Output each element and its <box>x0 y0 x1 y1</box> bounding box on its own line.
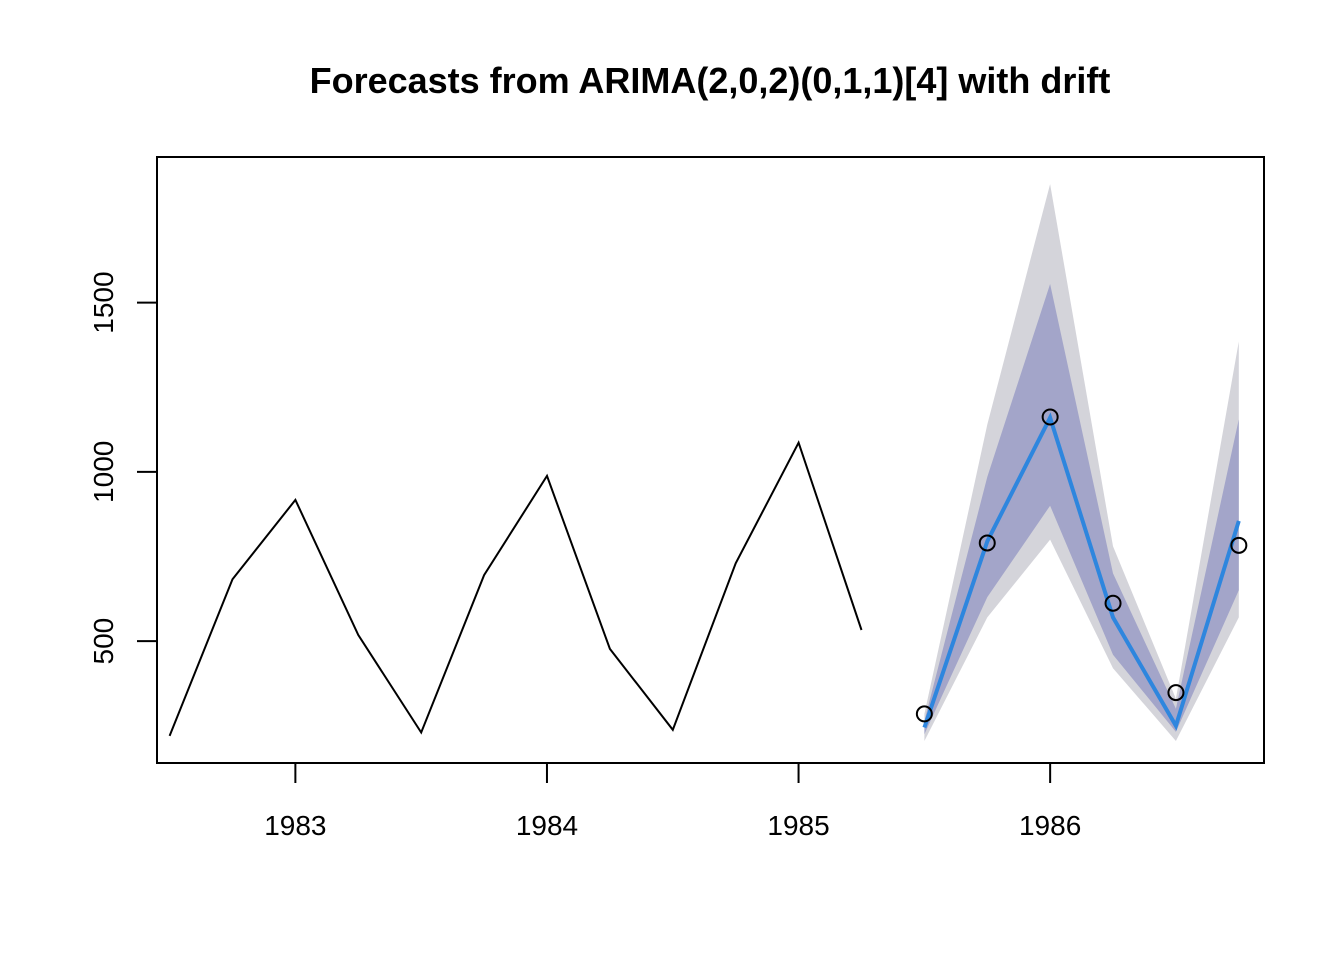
observed-point <box>1104 594 1122 612</box>
y-tick-label: 1000 <box>88 441 119 503</box>
x-axis: 1983 1984 1985 1986 <box>264 762 1081 841</box>
history-line <box>168 440 863 737</box>
series-lines <box>168 412 1241 737</box>
observed-point <box>915 705 933 723</box>
band-80 <box>924 284 1239 735</box>
chart-title: Forecasts from ARIMA(2,0,2)(0,1,1)[4] wi… <box>310 60 1111 101</box>
observed-point <box>978 534 996 552</box>
y-axis: 500 1000 1500 <box>88 271 158 665</box>
y-tick-label: 500 <box>88 618 119 665</box>
x-tick-label: 1983 <box>264 810 326 841</box>
x-tick-label: 1984 <box>516 810 578 841</box>
observed-point <box>1167 684 1185 702</box>
observed-points <box>915 408 1248 723</box>
observed-point <box>1230 536 1248 554</box>
prediction-bands <box>924 184 1239 742</box>
x-tick-label: 1985 <box>767 810 829 841</box>
x-tick-label: 1986 <box>1019 810 1081 841</box>
forecast-line <box>922 412 1241 731</box>
observed-point <box>1041 408 1059 426</box>
y-tick-label: 1500 <box>88 271 119 333</box>
